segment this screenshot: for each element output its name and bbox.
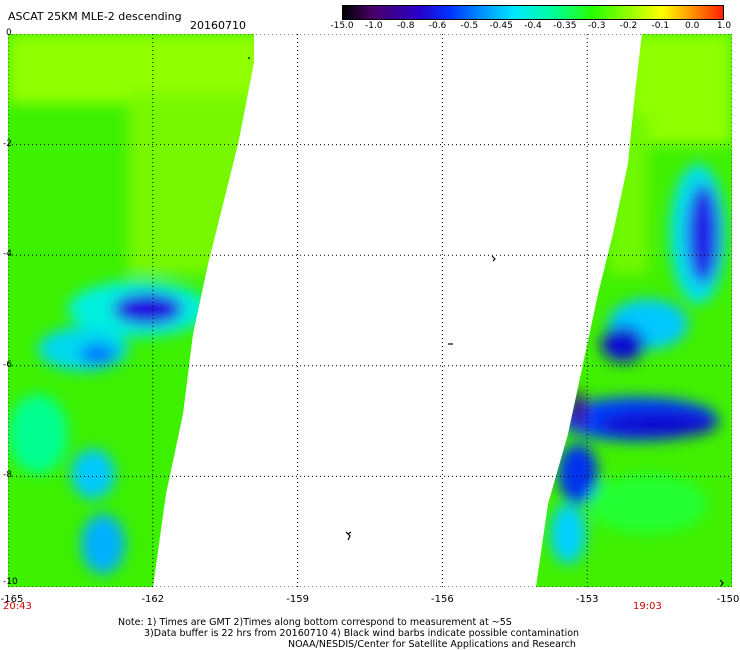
latitude-label: -8 [3, 470, 12, 481]
latitude-label: -4 [3, 249, 12, 260]
longitude-label: -150 [716, 594, 740, 605]
left-swath [8, 34, 254, 587]
left-swath-time: 20:43 [3, 601, 32, 612]
footer-note-2: 3)Data buffer is 22 hrs from 20160710 4)… [144, 628, 580, 639]
colorbar-tick-label: -0.3 [587, 21, 606, 31]
colorbar-tick-label: -0.1 [651, 21, 670, 31]
colorbar-tick-label: -0.2 [619, 21, 638, 31]
colorbar-tick-label: -0.8 [396, 21, 415, 31]
longitude-label: -153 [575, 594, 599, 605]
footer-credit: NOAA/NESDIS/Center for Satellite Applica… [288, 639, 576, 650]
longitude-label: -159 [286, 594, 309, 605]
colorbar-tick-label: -0.35 [553, 21, 577, 31]
colorbar-tick-label: -0.5 [460, 21, 479, 31]
latitude-label: -10 [3, 577, 18, 587]
colorbar-tick-label: -1.0 [365, 21, 383, 31]
latitude-label: -2 [3, 138, 12, 149]
colorbar-tick-label: -0.45 [489, 21, 513, 31]
longitude-label: -162 [141, 594, 165, 605]
map-plot [8, 34, 732, 587]
latitude-label: -6 [3, 359, 12, 370]
map-grid [8, 34, 732, 587]
colorbar [342, 5, 724, 20]
right-swath-time: 19:03 [633, 601, 662, 612]
latitude-label: 0 [6, 28, 12, 38]
colorbar-tick-label: -0.4 [524, 21, 542, 31]
colorbar-tick-label: 0.0 [684, 21, 700, 31]
map-title: ASCAT 25KM MLE-2 descending [8, 10, 182, 23]
colorbar-tick-label: 1.0 [716, 21, 732, 31]
colorbar-tick-label: -15.0 [330, 21, 354, 31]
map-date: 20160710 [190, 19, 246, 32]
right-swath [536, 34, 732, 587]
wind-barbs [248, 57, 724, 587]
colorbar-tick-label: -0.6 [428, 21, 447, 31]
longitude-label: -165 [0, 594, 24, 605]
longitude-label: -156 [431, 594, 454, 605]
footer-note-1: Note: 1) Times are GMT 2)Times along bot… [118, 617, 512, 628]
